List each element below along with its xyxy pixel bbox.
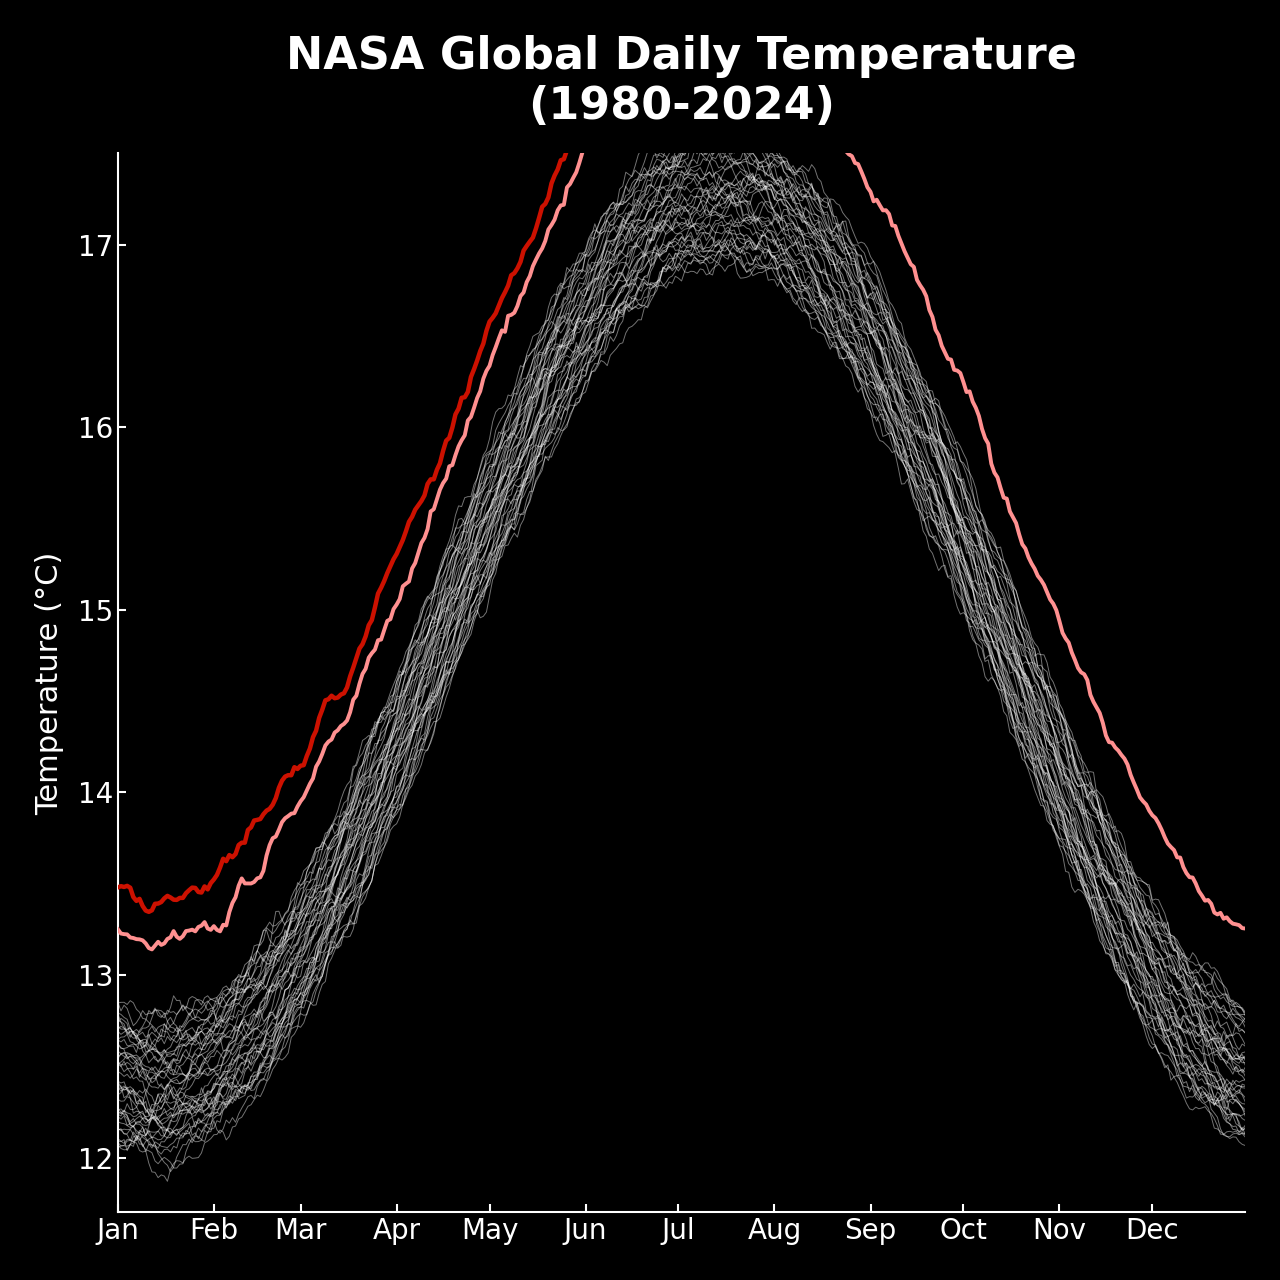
Y-axis label: Temperature (°C): Temperature (°C) [35,552,64,814]
Title: NASA Global Daily Temperature
(1980-2024): NASA Global Daily Temperature (1980-2024… [287,35,1076,128]
